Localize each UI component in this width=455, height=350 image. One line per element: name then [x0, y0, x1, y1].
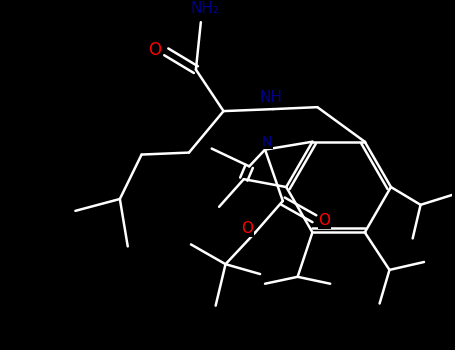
Text: O: O — [241, 221, 253, 236]
Text: NH: NH — [259, 90, 283, 105]
Text: O: O — [318, 213, 330, 228]
Text: N: N — [262, 135, 272, 149]
Text: NH₂: NH₂ — [190, 1, 219, 16]
Text: O: O — [148, 41, 161, 59]
